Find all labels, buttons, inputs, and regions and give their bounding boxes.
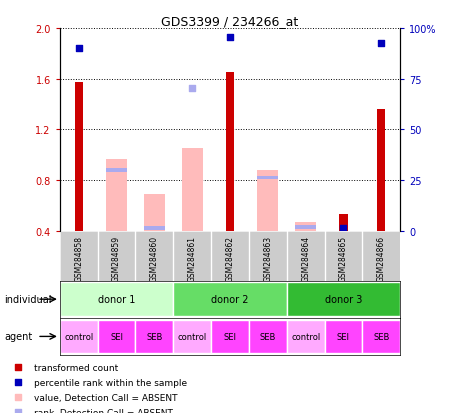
Text: SEB: SEB xyxy=(259,332,275,341)
Text: rank, Detection Call = ABSENT: rank, Detection Call = ABSENT xyxy=(34,408,173,413)
Point xyxy=(352,378,359,385)
Bar xyxy=(324,320,362,353)
Point xyxy=(188,85,196,92)
Text: SEB: SEB xyxy=(146,332,162,341)
Bar xyxy=(173,320,211,353)
Text: percentile rank within the sample: percentile rank within the sample xyxy=(34,378,187,387)
Bar xyxy=(295,223,315,231)
Bar xyxy=(97,320,135,353)
Bar xyxy=(257,171,278,231)
Bar xyxy=(106,169,127,173)
Text: GSM284862: GSM284862 xyxy=(225,235,234,281)
Bar xyxy=(181,149,202,231)
Bar xyxy=(295,225,315,229)
Bar xyxy=(144,195,164,231)
Text: control: control xyxy=(177,332,207,341)
Text: agent: agent xyxy=(5,332,33,342)
Bar xyxy=(144,227,164,230)
Text: transformed count: transformed count xyxy=(34,363,118,372)
Bar xyxy=(135,320,173,353)
Bar xyxy=(362,320,399,353)
Text: SEI: SEI xyxy=(223,332,236,341)
Text: GSM284865: GSM284865 xyxy=(338,235,347,281)
Text: control: control xyxy=(64,332,93,341)
Title: GDS3399 / 234266_at: GDS3399 / 234266_at xyxy=(161,15,298,28)
Bar xyxy=(60,320,97,353)
Text: SEI: SEI xyxy=(336,332,349,341)
Bar xyxy=(286,320,324,353)
Text: donor 2: donor 2 xyxy=(211,294,248,304)
Bar xyxy=(286,282,399,316)
Bar xyxy=(106,159,127,231)
Point xyxy=(226,34,233,41)
Bar xyxy=(60,282,173,316)
Text: GSM284861: GSM284861 xyxy=(187,235,196,281)
Text: GSM284864: GSM284864 xyxy=(301,235,309,281)
Text: donor 3: donor 3 xyxy=(324,294,361,304)
Text: GSM284863: GSM284863 xyxy=(263,235,272,281)
Bar xyxy=(339,215,347,231)
Text: GSM284866: GSM284866 xyxy=(376,235,385,281)
Point xyxy=(377,41,384,47)
Text: SEB: SEB xyxy=(372,332,389,341)
Text: GSM284859: GSM284859 xyxy=(112,235,121,281)
Point xyxy=(339,225,347,232)
Text: donor 1: donor 1 xyxy=(98,294,135,304)
Text: SEI: SEI xyxy=(110,332,123,341)
Text: control: control xyxy=(291,332,319,341)
Bar xyxy=(74,83,83,231)
Bar xyxy=(211,320,248,353)
Bar xyxy=(376,110,385,231)
Bar xyxy=(257,176,278,180)
Bar xyxy=(248,320,286,353)
Text: value, Detection Call = ABSENT: value, Detection Call = ABSENT xyxy=(34,393,177,402)
Point xyxy=(352,104,359,111)
Text: individual: individual xyxy=(5,294,52,304)
Point xyxy=(75,46,82,52)
Text: GSM284858: GSM284858 xyxy=(74,235,83,281)
Text: GSM284860: GSM284860 xyxy=(150,235,158,281)
Bar xyxy=(173,282,286,316)
Point xyxy=(352,241,359,248)
Bar xyxy=(225,73,234,231)
